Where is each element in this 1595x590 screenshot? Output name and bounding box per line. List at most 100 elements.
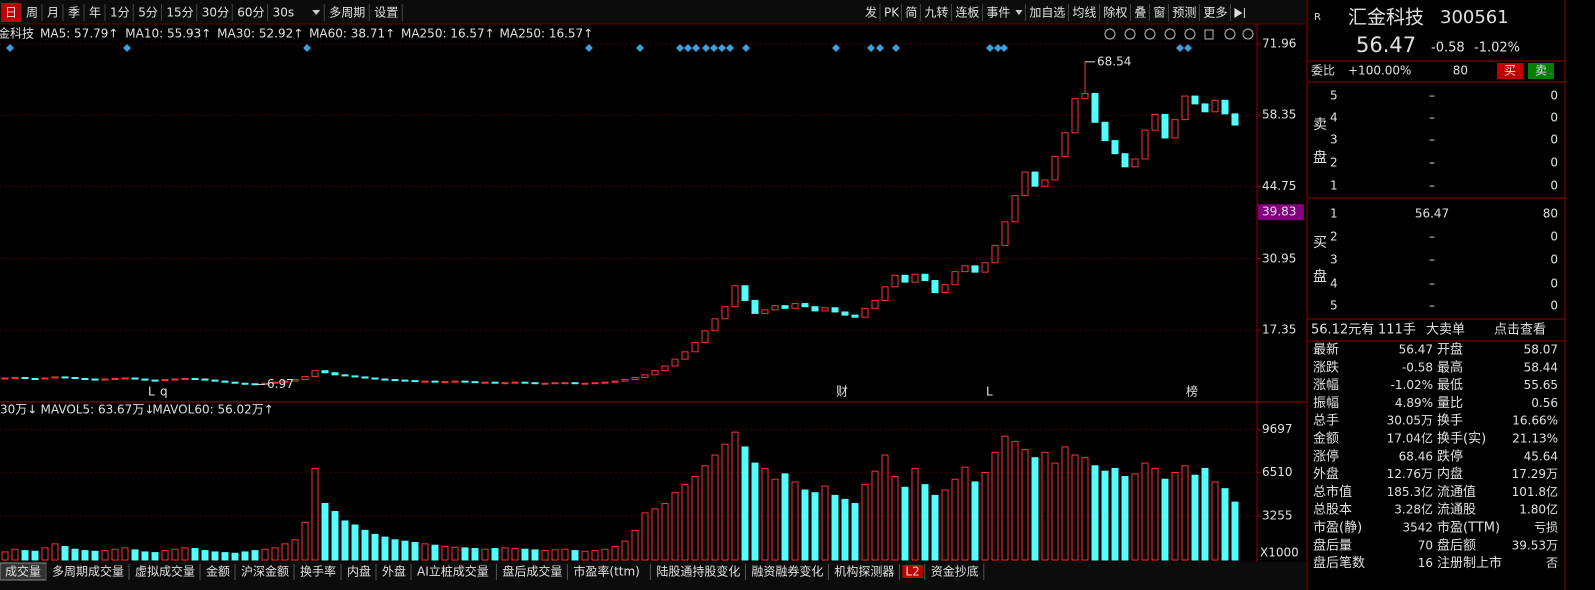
- event-diamond[interactable]: [832, 44, 840, 52]
- buy-button[interactable]: [1497, 63, 1523, 79]
- period-tab[interactable]: 月: [47, 6, 59, 20]
- indicator-tab[interactable]: 多周期成交量: [52, 564, 124, 579]
- sell-button[interactable]: [1528, 63, 1554, 79]
- candle: [641, 374, 649, 378]
- period-tab[interactable]: 1分: [110, 6, 130, 20]
- ma-legend: MA5: 57.79↑: [40, 27, 118, 41]
- expand-icon[interactable]: [1234, 8, 1243, 18]
- tool-button[interactable]: 叠: [1134, 6, 1146, 20]
- indicator-tab[interactable]: 融资融券变化: [751, 564, 823, 579]
- event-marker[interactable]: 榜: [1186, 384, 1198, 399]
- period-tab[interactable]: 30s: [273, 6, 295, 20]
- indicator-tab[interactable]: 陆股通持股变化: [656, 564, 740, 579]
- event-marker[interactable]: L: [148, 385, 155, 399]
- trade-info[interactable]: 点击查看: [1494, 322, 1546, 338]
- indicator-tab[interactable]: 内盘: [347, 564, 371, 579]
- indicator-tab[interactable]: 换手率: [300, 564, 336, 579]
- tool-icon[interactable]: [1184, 28, 1196, 40]
- candle: [851, 314, 859, 318]
- candle: [501, 382, 509, 385]
- event-diamond[interactable]: [303, 44, 311, 52]
- volume-bar: [371, 533, 379, 561]
- tool-button[interactable]: 更多: [1203, 6, 1227, 20]
- buy-button-label[interactable]: 买: [1504, 64, 1516, 78]
- event-diamond[interactable]: [676, 44, 684, 52]
- indicator-tab[interactable]: 市盈率(ttm): [573, 564, 639, 579]
- price-marker-box: [1258, 204, 1304, 221]
- event-diamond[interactable]: [585, 44, 593, 52]
- tool-button[interactable]: 加自选: [1029, 6, 1065, 20]
- tool-icon[interactable]: [1104, 28, 1116, 40]
- stat-value: 4.89%: [1395, 396, 1433, 410]
- event-diamond[interactable]: [1176, 44, 1184, 52]
- tool-icon[interactable]: [1242, 28, 1254, 40]
- event-diamond[interactable]: [636, 44, 644, 52]
- indicator-tab[interactable]: 虚拟成交量: [135, 564, 195, 579]
- tool-button[interactable]: 简: [905, 6, 917, 20]
- tool-button[interactable]: 发: [865, 5, 877, 20]
- period-tab[interactable]: 多周期: [329, 6, 365, 20]
- tool-button[interactable]: 连板: [955, 5, 979, 20]
- event-diamond[interactable]: [718, 44, 726, 52]
- stock-name: 金科技: [0, 26, 34, 41]
- event-diamond[interactable]: [726, 44, 734, 52]
- tool-icon[interactable]: [1124, 28, 1136, 40]
- period-tab[interactable]: 15分: [166, 6, 193, 20]
- tool-icon[interactable]: [1164, 28, 1176, 40]
- tool-button[interactable]: 九转: [924, 5, 948, 20]
- stat-label: 内盘: [1437, 466, 1463, 482]
- sell-button-label[interactable]: 卖: [1535, 64, 1547, 78]
- dropdown-icon[interactable]: [312, 10, 321, 15]
- candle: [1231, 113, 1239, 126]
- event-diamond[interactable]: [692, 44, 700, 52]
- event-diamond[interactable]: [1000, 44, 1008, 52]
- candle: [1, 377, 9, 380]
- event-marker[interactable]: L: [986, 385, 993, 399]
- indicator-tab[interactable]: 盘后成交量: [502, 564, 562, 579]
- indicator-tab[interactable]: 资金抄底: [931, 564, 979, 579]
- event-diamond[interactable]: [867, 44, 875, 52]
- indicator-tab[interactable]: 外盘: [382, 564, 406, 579]
- candle: [31, 378, 39, 381]
- indicator-tab[interactable]: 金额: [206, 564, 230, 579]
- event-diamond[interactable]: [702, 44, 710, 52]
- period-tab[interactable]: 30分: [202, 6, 229, 20]
- dropdown-icon[interactable]: [1015, 10, 1023, 15]
- event-diamond[interactable]: [892, 44, 900, 52]
- event-diamond[interactable]: [994, 44, 1002, 52]
- tool-button[interactable]: 事件: [986, 6, 1010, 20]
- event-diamond[interactable]: [986, 44, 994, 52]
- event-diamond[interactable]: [742, 44, 750, 52]
- period-tab[interactable]: 年: [89, 6, 101, 20]
- period-tab[interactable]: 周: [26, 6, 38, 20]
- event-diamond[interactable]: [6, 44, 14, 52]
- indicator-tab[interactable]: AI立桩成交量: [417, 564, 489, 579]
- period-tab[interactable]: 季: [68, 6, 80, 20]
- tool-button[interactable]: 窗: [1153, 6, 1165, 20]
- volume-bar: [1141, 462, 1149, 561]
- event-marker[interactable]: 财: [836, 385, 848, 399]
- volume-bar: [721, 443, 729, 561]
- indicator-tab[interactable]: L2: [905, 565, 919, 579]
- tool-icon[interactable]: [1224, 28, 1236, 40]
- period-tab[interactable]: 5分: [138, 6, 158, 20]
- tool-button[interactable]: 预测: [1172, 6, 1196, 20]
- tool-icon[interactable]: [1144, 28, 1156, 40]
- event-diamond[interactable]: [876, 44, 884, 52]
- tool-icon[interactable]: [1204, 29, 1214, 40]
- event-diamond[interactable]: [684, 44, 692, 52]
- tool-button[interactable]: 均线: [1072, 6, 1096, 20]
- event-diamond[interactable]: [123, 44, 131, 52]
- indicator-tab[interactable]: 机构探测器: [834, 564, 894, 579]
- indicator-tab[interactable]: 成交量: [5, 564, 41, 579]
- period-tab[interactable]: 60分: [237, 6, 264, 20]
- tool-button[interactable]: PK: [884, 6, 900, 20]
- period-tab[interactable]: 设置: [374, 6, 398, 20]
- period-tab[interactable]: 日: [5, 6, 17, 20]
- candle: [951, 271, 959, 286]
- event-diamond[interactable]: [710, 44, 718, 52]
- event-diamond[interactable]: [1184, 44, 1192, 52]
- tool-button[interactable]: 除权: [1103, 5, 1127, 20]
- indicator-tab[interactable]: 沪深金额: [241, 564, 289, 579]
- event-marker[interactable]: q: [160, 385, 168, 399]
